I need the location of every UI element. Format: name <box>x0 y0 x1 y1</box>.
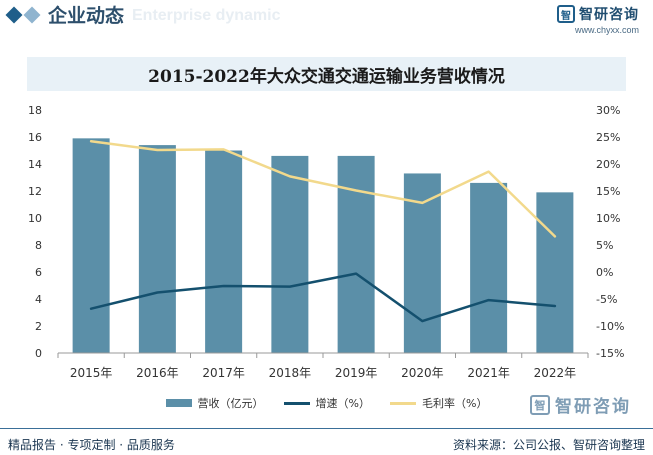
x-tick-label: 2016年 <box>136 366 179 380</box>
y-left-tick-label: 6 <box>35 266 42 279</box>
legend-label-revenue: 营收（亿元） <box>197 397 264 410</box>
y-left-tick-label: 0 <box>35 347 42 360</box>
chart-title-band: 2015-2022年大众交通交通运输业务营收情况 <box>27 57 626 91</box>
bar-revenue <box>205 150 243 353</box>
y-left-tick-label: 8 <box>35 239 42 252</box>
x-tick-label: 2021年 <box>467 366 510 380</box>
legend-swatch-margin <box>390 401 416 405</box>
y-right-tick-label: -15% <box>596 347 624 360</box>
x-tick-label: 2022年 <box>534 366 577 380</box>
bar-revenue <box>138 145 176 353</box>
brand-logo-icon: 智 <box>557 5 575 23</box>
line-growth <box>89 272 557 323</box>
line-margin <box>89 140 557 238</box>
legend: 营收（亿元） 增速（%） 毛利率（%） <box>0 394 653 412</box>
bar-revenue <box>536 192 574 353</box>
y-left-tick-label: 18 <box>28 104 42 117</box>
bar-revenue <box>72 138 110 353</box>
y-right-tick-label: 0% <box>596 266 613 279</box>
y-right-tick-label: 10% <box>596 212 620 225</box>
y-right-tick-label: 25% <box>596 131 620 144</box>
y-left-tick-label: 16 <box>28 131 42 144</box>
y-right-tick-label: 20% <box>596 158 620 171</box>
y-left-tick-label: 14 <box>28 158 42 171</box>
brand-url: www.chyxx.com <box>574 25 639 35</box>
footer-brand: 智 智研咨询 <box>530 392 631 417</box>
y-right-tick-label: -5% <box>596 293 617 306</box>
footer-brand-logo-icon: 智 <box>530 394 550 415</box>
footer-source: 资料来源：公司公报、智研咨询整理 <box>452 438 645 452</box>
x-tick-label: 2015年 <box>70 366 113 380</box>
footer-divider <box>0 428 653 429</box>
legend-swatch-growth <box>283 401 310 405</box>
brand-name: 智研咨询 <box>579 7 639 23</box>
y-right-tick-label: 15% <box>596 185 620 198</box>
legend-item-margin: 毛利率（%） <box>390 395 487 411</box>
y-right-tick-label: -10% <box>596 320 624 333</box>
x-tick-label: 2017年 <box>202 366 245 380</box>
y-left-tick-label: 4 <box>35 293 42 306</box>
chart: 0 2 4 6 8 10 12 14 16 18 -15% -10% -5% 0% 5% 10% 15% 20% 2… <box>28 104 624 380</box>
bar-revenue <box>470 182 508 353</box>
bar-revenue <box>271 155 309 353</box>
section-subtitle: Enterprise dynamic <box>132 7 281 24</box>
x-tick-label: 2020年 <box>401 366 444 380</box>
y-right-tick-label: 30% <box>596 104 620 117</box>
bar-revenue <box>337 155 375 353</box>
header: Enterprise dynamic 企业动态 智 智研咨询 www.chyxx… <box>0 0 653 36</box>
legend-swatch-revenue <box>165 399 192 407</box>
x-tick-label: 2018年 <box>269 366 312 380</box>
section-title: 企业动态 <box>48 5 125 27</box>
legend-item-revenue: 营收（亿元） <box>165 395 264 411</box>
y-right-tick-label: 5% <box>596 239 613 252</box>
brand: 智 智研咨询 www.chyxx.com <box>557 4 639 35</box>
footer-slogan: 精品报告 · 专项定制 · 品质服务 <box>8 438 175 452</box>
footer-brand-name: 智研咨询 <box>555 397 631 417</box>
chart-title: 2015-2022年大众交通交通运输业务营收情况 <box>148 66 505 87</box>
legend-item-growth: 增速（%） <box>283 395 370 411</box>
legend-label-margin: 毛利率（%） <box>422 397 488 410</box>
y-left-tick-label: 2 <box>35 320 42 333</box>
y-left-tick-label: 10 <box>28 212 42 225</box>
legend-label-growth: 增速（%） <box>315 397 370 410</box>
y-left-tick-label: 12 <box>28 185 42 198</box>
x-tick-label: 2019年 <box>335 366 378 380</box>
